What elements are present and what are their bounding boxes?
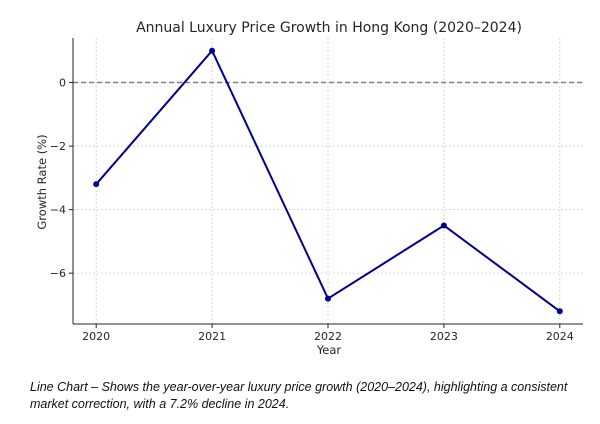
x-tick-label: 2023 [430,330,458,343]
data-point [556,308,563,315]
x-tick-labels: 2020 2021 2022 2023 2024 [82,330,574,343]
chart-caption: Line Chart – Shows the year-over-year lu… [30,380,568,411]
x-tick-label: 2022 [314,330,342,343]
chart-title: Annual Luxury Price Growth in Hong Kong … [136,20,522,36]
data-point [209,47,216,54]
y-tick-label: −6 [50,267,66,280]
y-tick-label: −2 [50,140,66,153]
y-tick-label: −4 [50,204,66,217]
y-tick-labels: 0 −2 −4 −6 [50,76,66,280]
series-line [95,48,561,313]
grid-lines [73,38,583,324]
x-tick-label: 2020 [82,330,110,343]
x-tick-label: 2021 [198,330,226,343]
y-tick-label: 0 [59,76,66,89]
x-axis-label: Year [316,343,342,357]
y-axis-label: Growth Rate (%) [35,134,49,229]
data-point [440,222,447,229]
axes [69,38,583,328]
series-layer [93,47,563,315]
data-point [93,181,100,188]
line-chart: Annual Luxury Price Growth in Hong Kong … [35,20,583,357]
x-tick-label: 2024 [546,330,574,343]
data-point [325,295,331,302]
